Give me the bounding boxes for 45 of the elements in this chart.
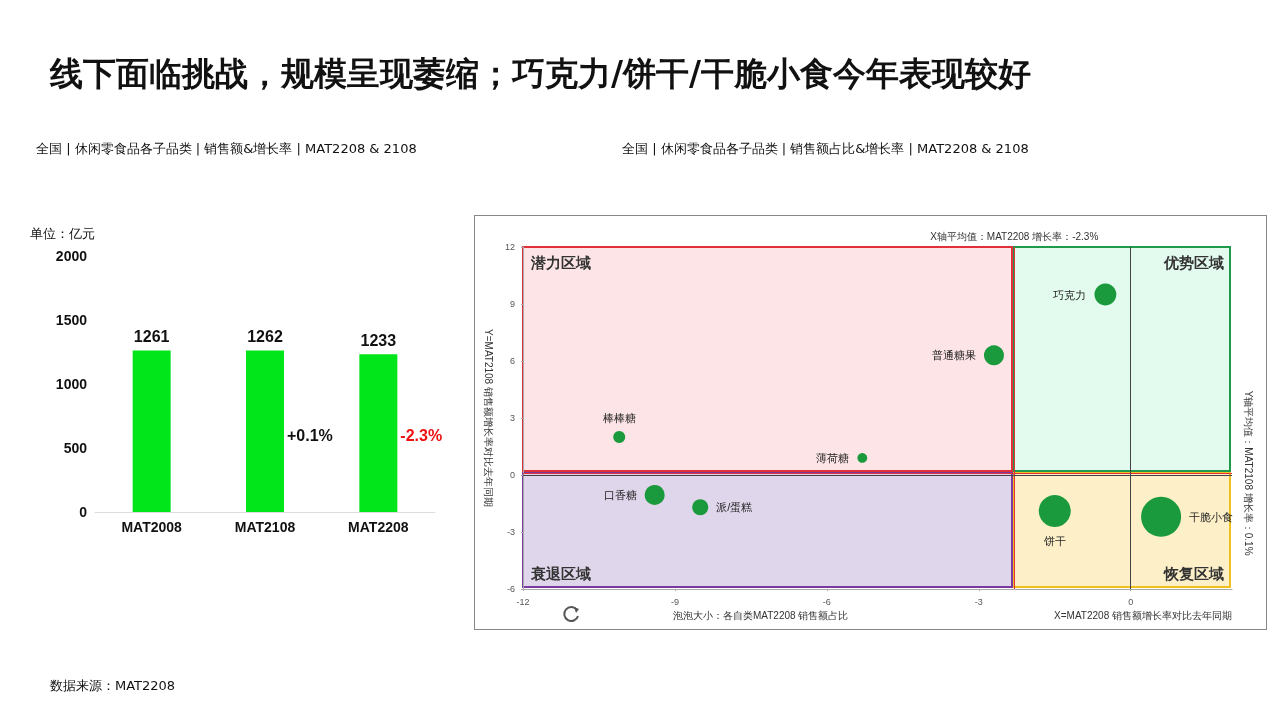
y-tick-label: 2000 xyxy=(55,248,88,264)
y-tick-label: 9 xyxy=(509,299,515,309)
data-label: 1233 xyxy=(360,331,397,349)
annotation: 衰退区域 xyxy=(530,565,591,582)
y-tick-label: 3 xyxy=(509,413,515,423)
x-tick-label: MAT2008 xyxy=(121,519,183,535)
text: 泡泡大小：各自类MAT2208 销售额占比 xyxy=(673,609,849,621)
x-axis-title: X=MAT2208 销售额增长率对比去年同期 xyxy=(1054,609,1232,621)
y-tick-label: -6 xyxy=(506,584,515,594)
ref-line-label: Y轴平均值：MAT2108 增长率：0.1% xyxy=(1242,390,1254,556)
y-axis-title: 单位：亿元 xyxy=(30,226,95,241)
y-tick-label: 0 xyxy=(79,504,88,520)
x-tick-label: MAT2108 xyxy=(234,519,296,535)
y-tick-label: 500 xyxy=(63,440,88,456)
series-label: 派/蛋糕 xyxy=(716,501,753,514)
series-label: 普通糖果 xyxy=(931,349,976,362)
x-tick-label: -6 xyxy=(822,596,831,607)
x-tick-label: -3 xyxy=(974,596,983,607)
ref-line-label: X轴平均值：MAT2208 增长率：-2.3% xyxy=(930,230,1099,242)
data-label: 1262 xyxy=(247,327,283,345)
series-label: 口香糖 xyxy=(603,488,637,501)
y-tick-label: 1000 xyxy=(55,376,88,392)
annotation: 潜力区域 xyxy=(530,254,591,271)
x-tick-label: -9 xyxy=(670,596,679,607)
x-tick-label: 0 xyxy=(1128,596,1134,607)
y-tick-label: 12 xyxy=(504,242,515,252)
data-label: 1261 xyxy=(133,328,170,346)
x-tick-label: -12 xyxy=(516,596,530,607)
series-label: 饼干 xyxy=(1042,534,1066,547)
annotation: 优势区域 xyxy=(1163,254,1224,271)
series-label: 巧克力 xyxy=(1053,288,1087,301)
series-label: 棒棒糖 xyxy=(602,411,636,424)
chart-subtitle: 全国 | 休闲零食品各子品类 | 销售额&增长率 | MAT2208 & 2108 xyxy=(36,140,417,158)
annotation: -2.3% xyxy=(400,426,443,444)
chart-title: 全国 | 休闲零食品各子品类 | 销售额占比&增长率 | MAT2208 & 2108 xyxy=(622,140,1029,158)
text: 线下面临挑战，规模呈现萎缩；巧克力/饼干/干脆小食今年表现较好 xyxy=(50,53,1032,95)
y-tick-label: 0 xyxy=(509,470,515,480)
x-tick-label: MAT2208 xyxy=(348,519,409,535)
annotation: +0.1% xyxy=(287,426,333,444)
y-tick-label: 1500 xyxy=(55,312,88,328)
annotation: 恢复区域 xyxy=(1163,565,1224,582)
y-tick-label: 6 xyxy=(509,356,515,366)
series-label: 薄荷糖 xyxy=(816,451,850,464)
y-axis-title: Y=MAT2108 销售额增长率对比去年同期 xyxy=(482,329,494,507)
source-note: 数据来源：MAT2208 xyxy=(50,677,176,695)
